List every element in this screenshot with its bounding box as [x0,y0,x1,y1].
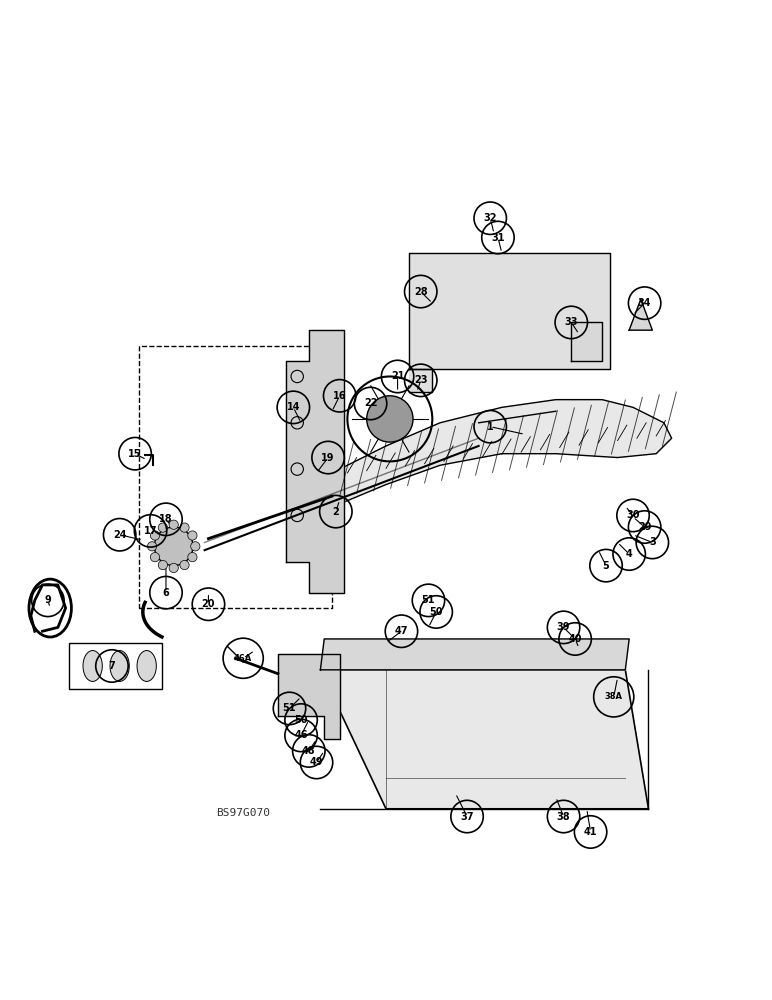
Circle shape [169,520,178,529]
Ellipse shape [110,651,129,681]
Text: 49: 49 [310,757,323,767]
Text: 17: 17 [144,526,157,536]
Text: 38A: 38A [604,692,623,701]
Text: 41: 41 [584,827,598,837]
Text: 39: 39 [557,622,571,632]
Text: 33: 33 [564,317,578,327]
Circle shape [188,531,197,540]
Circle shape [154,527,193,566]
Text: 5: 5 [603,561,609,571]
Circle shape [158,560,168,570]
Text: 19: 19 [321,453,335,463]
Text: 9: 9 [45,595,51,605]
Text: 2: 2 [333,507,339,517]
Polygon shape [320,670,648,809]
Text: 46: 46 [294,730,308,740]
Text: 50: 50 [429,607,443,617]
Text: 31: 31 [491,233,505,243]
Text: 22: 22 [364,398,378,408]
Text: 18: 18 [159,514,173,524]
Text: 50: 50 [294,715,308,725]
Circle shape [147,542,157,551]
Text: 1: 1 [487,422,493,432]
Polygon shape [629,299,652,330]
Polygon shape [324,400,672,504]
Text: 15: 15 [128,449,142,459]
Text: 20: 20 [201,599,215,609]
Ellipse shape [83,651,102,681]
Circle shape [367,396,413,442]
Circle shape [188,552,197,562]
Circle shape [180,523,189,532]
Text: 6: 6 [163,588,169,598]
Polygon shape [571,322,602,361]
Text: 47: 47 [394,626,408,636]
Circle shape [180,560,189,570]
Text: 37: 37 [460,812,474,822]
Polygon shape [409,253,610,369]
Text: 3: 3 [649,537,655,547]
Circle shape [151,552,160,562]
Text: 48: 48 [302,746,316,756]
Text: 46A: 46A [234,654,252,663]
Text: 7: 7 [109,661,115,671]
Text: 4: 4 [626,549,632,559]
Circle shape [191,542,200,551]
Text: 24: 24 [113,530,127,540]
Circle shape [158,523,168,532]
Text: 38: 38 [557,812,571,822]
Text: 51: 51 [422,595,435,605]
Text: 28: 28 [414,287,428,297]
Text: 34: 34 [638,298,652,308]
Text: 40: 40 [568,634,582,644]
Ellipse shape [137,651,156,681]
Circle shape [169,563,178,573]
Text: 23: 23 [414,375,428,385]
Text: 14: 14 [286,402,300,412]
Text: 21: 21 [391,371,405,381]
Text: 16: 16 [333,391,347,401]
Polygon shape [278,654,340,739]
Text: 32: 32 [483,213,497,223]
Text: 29: 29 [638,522,652,532]
Text: 30: 30 [626,510,640,520]
Text: 51: 51 [283,703,296,713]
Circle shape [151,531,160,540]
Polygon shape [320,639,629,670]
Polygon shape [409,369,432,392]
Text: BS97G070: BS97G070 [216,808,270,818]
Polygon shape [286,330,344,593]
